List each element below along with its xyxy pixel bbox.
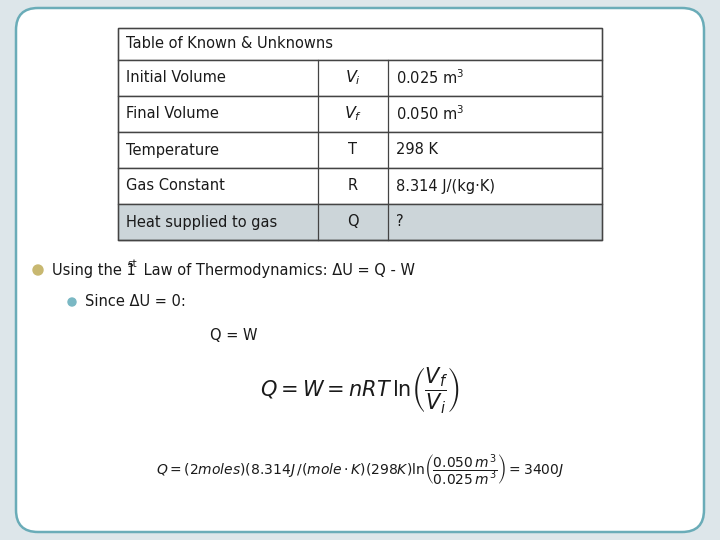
Text: Law of Thermodynamics: ΔU = Q - W: Law of Thermodynamics: ΔU = Q - W (139, 262, 415, 278)
Text: $Q = W = nRT\,\ln\!\left(\dfrac{V_f}{V_i}\right)$: $Q = W = nRT\,\ln\!\left(\dfrac{V_f}{V_i… (260, 365, 460, 415)
Bar (118, 132, 602, 168)
Text: Q = W: Q = W (210, 327, 258, 342)
Text: ?: ? (396, 214, 404, 230)
Text: Final Volume: Final Volume (126, 106, 219, 122)
Bar (118, 204, 602, 240)
Text: 298 K: 298 K (396, 143, 438, 158)
Text: T: T (348, 143, 358, 158)
Text: Using the 1: Using the 1 (52, 262, 136, 278)
Text: R: R (348, 179, 358, 193)
Text: $V_i$: $V_i$ (345, 69, 361, 87)
Text: $Q = (2moles)(8.314J\,/(mole\cdot K)(298K)\ln\!\left(\dfrac{0.050\,m^3}{0.025\,m: $Q = (2moles)(8.314J\,/(mole\cdot K)(298… (156, 453, 564, 488)
Circle shape (33, 265, 43, 275)
Bar (118, 28, 602, 240)
Circle shape (68, 298, 76, 306)
Text: Table of Known & Unknowns: Table of Known & Unknowns (126, 37, 333, 51)
Text: Heat supplied to gas: Heat supplied to gas (126, 214, 277, 230)
Text: 8.314 J/(kg·K): 8.314 J/(kg·K) (396, 179, 495, 193)
Text: Temperature: Temperature (126, 143, 219, 158)
Text: Initial Volume: Initial Volume (126, 71, 226, 85)
FancyBboxPatch shape (16, 8, 704, 532)
Text: Since ΔU = 0:: Since ΔU = 0: (85, 294, 186, 309)
Text: st: st (127, 259, 137, 269)
Text: Q: Q (347, 214, 359, 230)
Text: 0.025 m$^3$: 0.025 m$^3$ (396, 69, 464, 87)
Bar (118, 96, 602, 132)
Text: Gas Constant: Gas Constant (126, 179, 225, 193)
Text: $V_f$: $V_f$ (344, 105, 362, 123)
Bar (118, 168, 602, 204)
Text: 0.050 m$^3$: 0.050 m$^3$ (396, 105, 464, 123)
Bar (118, 60, 602, 96)
Bar (118, 28, 602, 60)
